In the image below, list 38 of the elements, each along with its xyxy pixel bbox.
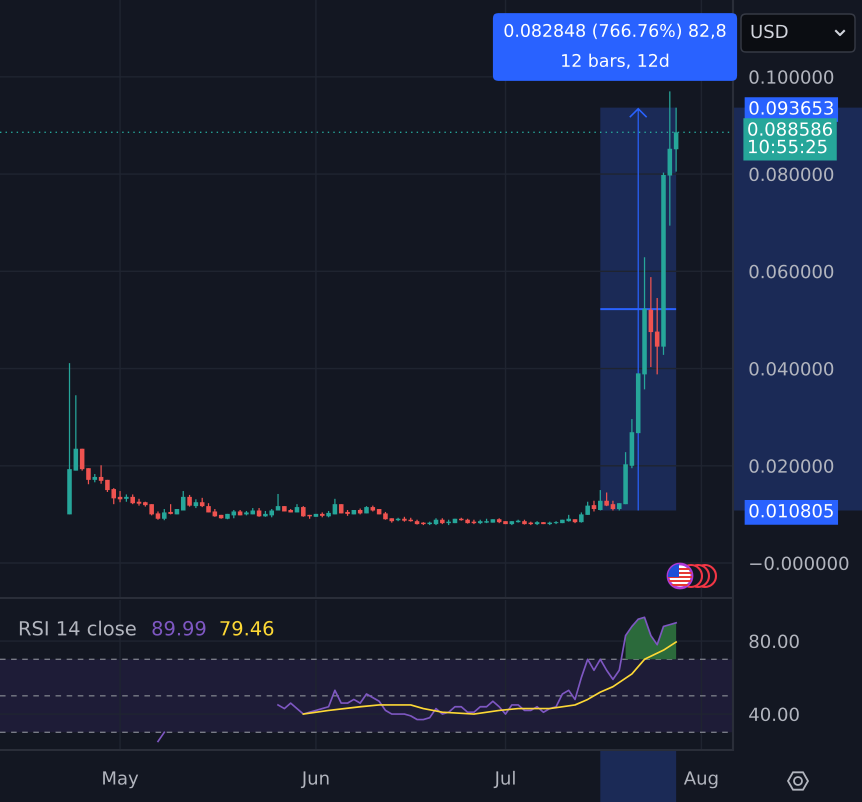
- y-tick-label: 0.080000: [749, 168, 834, 182]
- text: RSI 14 close: [20, 620, 136, 636]
- candlestick: [168, 504, 173, 515]
- x-tick-label: Jun: [300, 771, 329, 788]
- candlestick: [187, 494, 192, 508]
- candlestick: [585, 501, 590, 516]
- candlestick: [598, 489, 603, 512]
- candlestick: [118, 490, 122, 503]
- x-tick-label: May: [103, 771, 138, 788]
- annotation: 0.082848 (766.76%) 82,8: [504, 24, 726, 40]
- y-tick-label: 0.040000: [749, 362, 834, 376]
- ref-line-label: 0.088586 10:55:25: [748, 122, 832, 154]
- candlestick: [654, 297, 660, 375]
- annotation: 12 bars, 12d: [562, 54, 668, 69]
- candlestick: [200, 497, 204, 508]
- candlestick: [162, 508, 167, 521]
- line-series: [302, 641, 677, 715]
- candlestick: [592, 500, 596, 512]
- y-tick-label: 0.020000: [749, 459, 834, 473]
- y-tick-label: 40.00: [749, 708, 799, 722]
- y-tick-label: 0.100000: [749, 70, 834, 84]
- candlestick: [180, 490, 186, 512]
- y-tick-label: 0.010805: [749, 504, 833, 518]
- y-tick-label: 0.093653: [749, 101, 833, 115]
- text: 79.46: [220, 620, 274, 636]
- candlestick: [648, 276, 654, 368]
- candlestick: [111, 488, 116, 505]
- candlestick: [338, 504, 344, 514]
- candlestick: [276, 493, 280, 512]
- text: 89.99: [152, 620, 206, 636]
- x-tick-label: Aug: [684, 771, 718, 788]
- y-tick-label: 80.00: [750, 634, 799, 648]
- y-tick-label: 0.060000: [749, 264, 834, 278]
- x-tick-label: Jul: [494, 770, 515, 788]
- candlestick: [579, 512, 584, 524]
- y-tick-label: −0.000000: [750, 556, 848, 570]
- candlestick: [301, 505, 306, 518]
- y-axis-title: USD: [752, 24, 788, 38]
